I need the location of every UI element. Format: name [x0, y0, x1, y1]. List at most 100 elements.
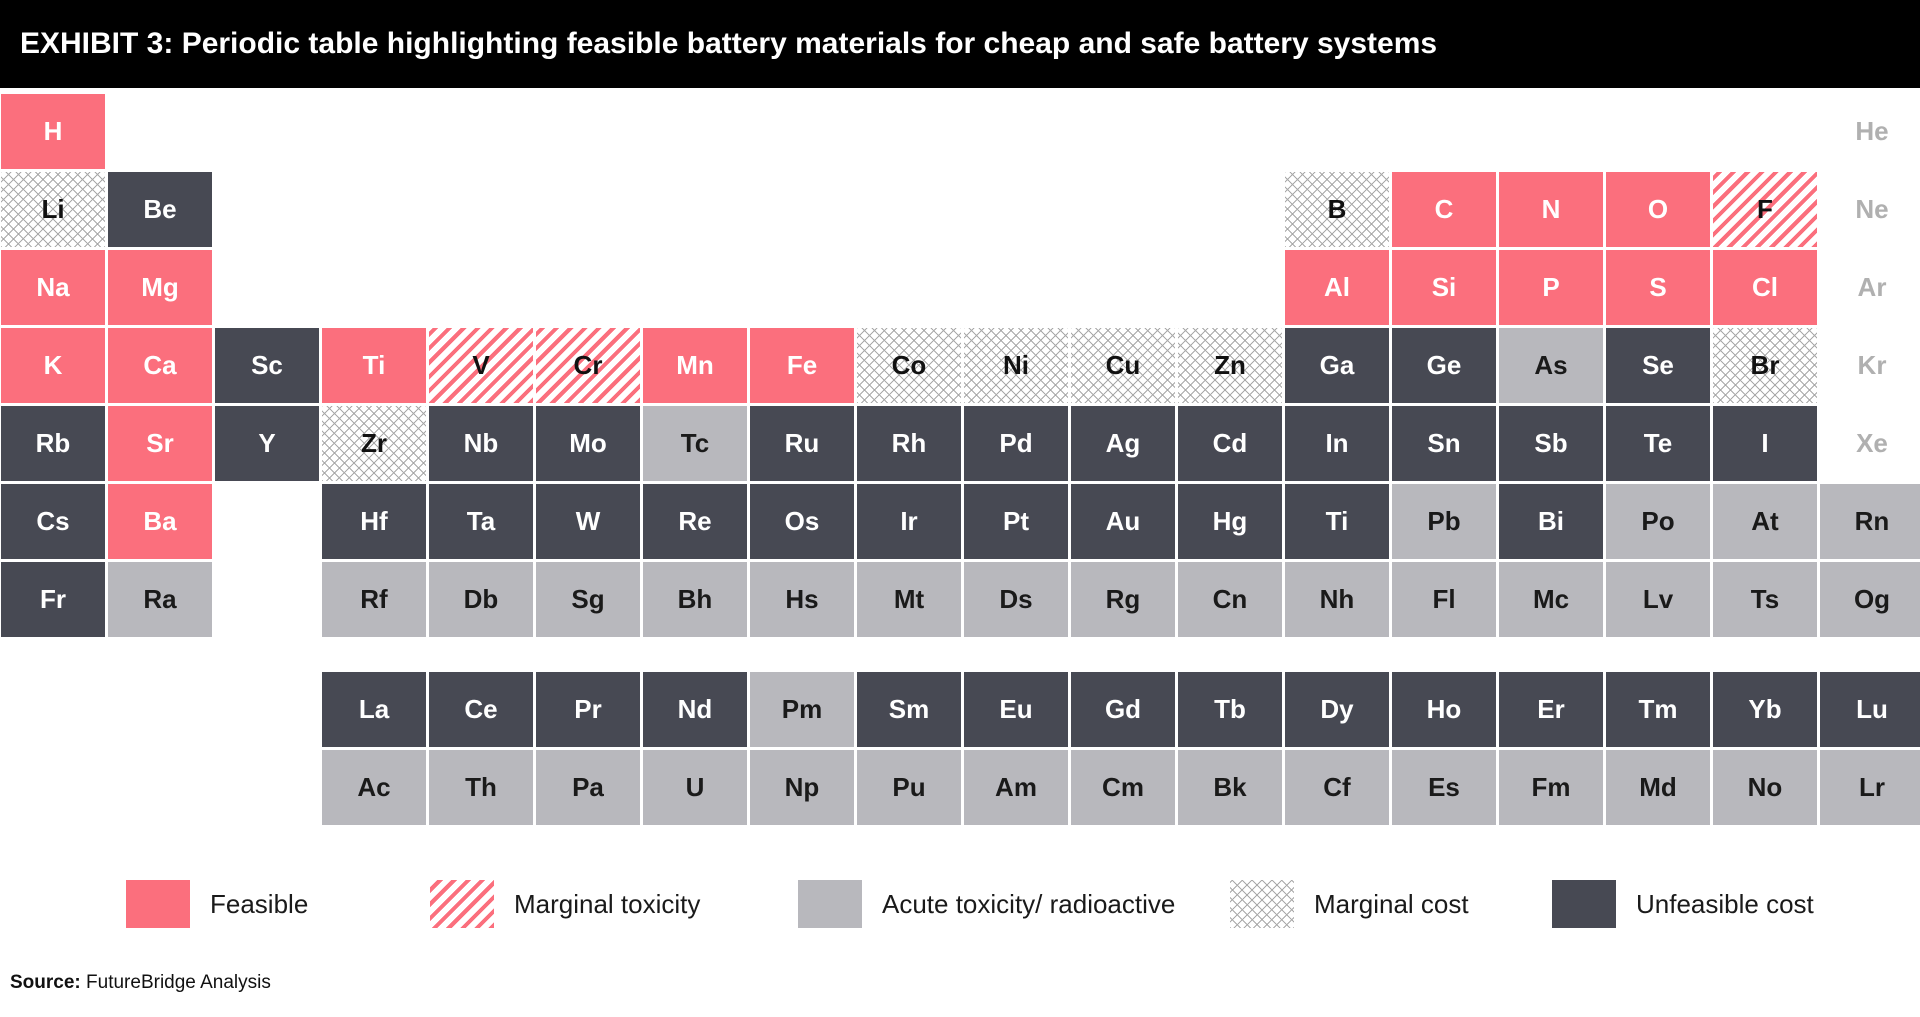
element-cell-mg: Mg	[108, 250, 212, 325]
element-cell-si: Si	[1392, 250, 1496, 325]
element-cell-hg: Hg	[1178, 484, 1282, 559]
legend-label-unfeasible-cost: Unfeasible cost	[1636, 888, 1814, 919]
legend-item-unfeasible-cost: Unfeasible cost	[1552, 880, 1814, 928]
element-cell-db: Db	[429, 562, 533, 637]
element-cell-hs: Hs	[750, 562, 854, 637]
element-cell-pb: Pb	[1392, 484, 1496, 559]
element-cell-li: Li	[1, 172, 105, 247]
element-cell-re: Re	[643, 484, 747, 559]
element-cell-s: S	[1606, 250, 1710, 325]
element-cell-se: Se	[1606, 328, 1710, 403]
element-cell-kr: Kr	[1857, 350, 1887, 380]
element-cell-rf: Rf	[322, 562, 426, 637]
element-cell-v: V	[429, 328, 533, 403]
element-cell-rh: Rh	[857, 406, 961, 481]
element-cell-os: Os	[750, 484, 854, 559]
element-cell-th: Th	[429, 750, 533, 825]
element-cell-ba: Ba	[108, 484, 212, 559]
element-cell-md: Md	[1606, 750, 1710, 825]
element-cell-be: Be	[108, 172, 212, 247]
legend-item-feasible: Feasible	[126, 880, 308, 928]
element-cell-ar: Ar	[1857, 272, 1887, 302]
element-cell-lu: Lu	[1820, 672, 1920, 747]
element-cell-tb: Tb	[1178, 672, 1282, 747]
element-cell-he: He	[1855, 116, 1889, 146]
element-cell-no: No	[1713, 750, 1817, 825]
element-cell-w: W	[536, 484, 640, 559]
element-cell-p: P	[1499, 250, 1603, 325]
element-cell-la: La	[322, 672, 426, 747]
element-cell-ds: Ds	[964, 562, 1068, 637]
element-cell-mc: Mc	[1499, 562, 1603, 637]
element-cell-ac: Ac	[322, 750, 426, 825]
element-cell-xe: Xe	[1856, 428, 1888, 458]
element-cell-bk: Bk	[1178, 750, 1282, 825]
element-cell-ag: Ag	[1071, 406, 1175, 481]
element-cell-ir: Ir	[857, 484, 961, 559]
element-cell-mt: Mt	[857, 562, 961, 637]
legend-swatch-marginal-toxicity	[430, 880, 494, 928]
element-cell-cl: Cl	[1713, 250, 1817, 325]
legend-swatch-unfeasible-cost	[1552, 880, 1616, 928]
element-cell-pa: Pa	[536, 750, 640, 825]
element-cell-tc: Tc	[643, 406, 747, 481]
element-cell-dy: Dy	[1285, 672, 1389, 747]
element-cell-ti: Ti	[1285, 484, 1389, 559]
element-cell-rn: Rn	[1820, 484, 1920, 559]
element-cell-po: Po	[1606, 484, 1710, 559]
element-cell-br: Br	[1713, 328, 1817, 403]
element-cell-mo: Mo	[536, 406, 640, 481]
legend-swatch-feasible	[126, 880, 190, 928]
element-cell-ru: Ru	[750, 406, 854, 481]
element-cell-pu: Pu	[857, 750, 961, 825]
element-cell-es: Es	[1392, 750, 1496, 825]
element-cell-am: Am	[964, 750, 1068, 825]
element-cell-pr: Pr	[536, 672, 640, 747]
element-cell-er: Er	[1499, 672, 1603, 747]
source-label: Source:	[10, 972, 81, 993]
element-cell-nb: Nb	[429, 406, 533, 481]
element-cell-sg: Sg	[536, 562, 640, 637]
legend-item-marginal-toxicity: Marginal toxicity	[430, 880, 700, 928]
element-cell-c: C	[1392, 172, 1496, 247]
element-cell-ca: Ca	[108, 328, 212, 403]
element-cell-ce: Ce	[429, 672, 533, 747]
element-cell-cs: Cs	[1, 484, 105, 559]
element-cell-eu: Eu	[964, 672, 1068, 747]
element-cell-yb: Yb	[1713, 672, 1817, 747]
element-cell-te: Te	[1606, 406, 1710, 481]
element-cell-n: N	[1499, 172, 1603, 247]
element-cell-au: Au	[1071, 484, 1175, 559]
element-cell-h: H	[1, 94, 105, 169]
element-cell-sm: Sm	[857, 672, 961, 747]
element-cell-at: At	[1713, 484, 1817, 559]
element-cell-cf: Cf	[1285, 750, 1389, 825]
element-cell-sn: Sn	[1392, 406, 1496, 481]
element-cell-ga: Ga	[1285, 328, 1389, 403]
element-cell-hf: Hf	[322, 484, 426, 559]
element-cell-nh: Nh	[1285, 562, 1389, 637]
element-cell-sr: Sr	[108, 406, 212, 481]
source-text: FutureBridge Analysis	[86, 972, 271, 993]
element-cell-k: K	[1, 328, 105, 403]
element-cell-ne: Ne	[1855, 194, 1889, 224]
legend-label-feasible: Feasible	[210, 888, 309, 919]
element-cell-fm: Fm	[1499, 750, 1603, 825]
element-cell-as: As	[1499, 328, 1603, 403]
element-cell-rb: Rb	[1, 406, 105, 481]
element-cell-in: In	[1285, 406, 1389, 481]
element-cell-cr: Cr	[536, 328, 640, 403]
element-cell-bi: Bi	[1499, 484, 1603, 559]
element-cell-sc: Sc	[215, 328, 319, 403]
element-cell-co: Co	[857, 328, 961, 403]
element-cell-fr: Fr	[1, 562, 105, 637]
element-cell-ts: Ts	[1713, 562, 1817, 637]
element-cell-rg: Rg	[1071, 562, 1175, 637]
source-note: Source: FutureBridge Analysis	[10, 972, 271, 994]
legend-swatch-marginal-cost	[1230, 880, 1294, 928]
element-cell-cu: Cu	[1071, 328, 1175, 403]
element-cell-ta: Ta	[429, 484, 533, 559]
element-cell-y: Y	[215, 406, 319, 481]
legend-swatch-acute-toxicity	[798, 880, 862, 928]
